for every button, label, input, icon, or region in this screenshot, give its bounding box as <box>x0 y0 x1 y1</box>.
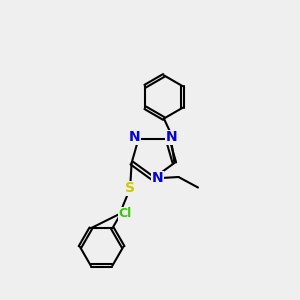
Text: N: N <box>129 130 141 144</box>
Text: N: N <box>165 130 177 144</box>
Text: Cl: Cl <box>118 208 132 220</box>
Text: S: S <box>125 182 135 196</box>
Text: N: N <box>152 172 163 185</box>
